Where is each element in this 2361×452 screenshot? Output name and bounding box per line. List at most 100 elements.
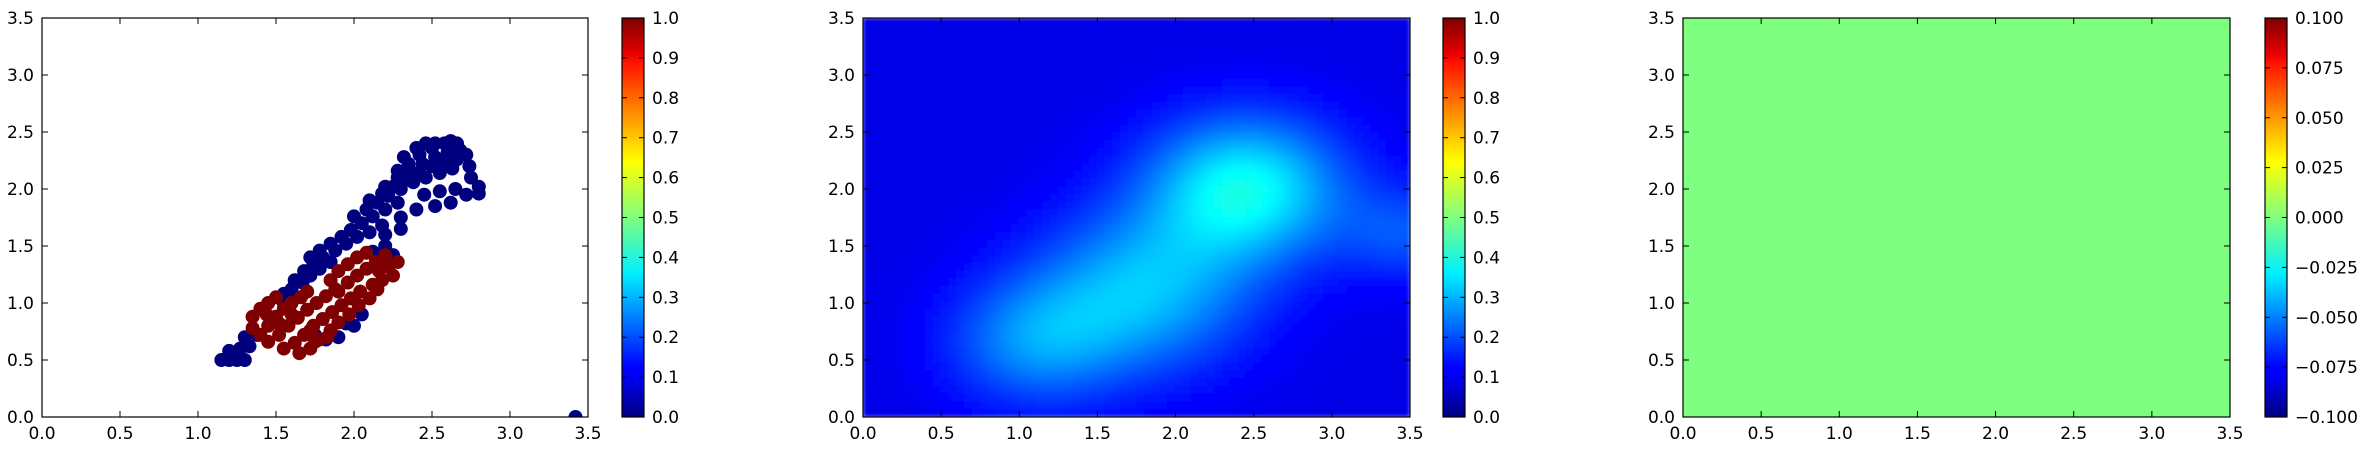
- scatter-point-low-23: [297, 264, 312, 279]
- colorbar-tick-label: 0.3: [652, 288, 679, 308]
- scatter-point-low-80: [417, 187, 432, 202]
- colorbar-tick-label: 0.6: [1473, 169, 1500, 189]
- y-tick-label: 1.0: [828, 294, 855, 314]
- scatter-point-low-32: [312, 243, 327, 258]
- scatter-point-high-46: [331, 264, 346, 279]
- x-tick-label: 3.5: [1396, 424, 1423, 444]
- y-tick-label: 1.5: [7, 237, 34, 257]
- x-tick-label: 3.5: [574, 424, 601, 444]
- plot-background: [42, 18, 588, 417]
- scatter-point-high-16: [309, 296, 324, 310]
- heatmap-cells: [863, 18, 1410, 417]
- scatter-point-low-82: [448, 182, 463, 196]
- colorbar-tick-label: 0.025: [2295, 159, 2344, 179]
- scatter-point-low-75: [396, 150, 411, 165]
- y-tick-label: 1.0: [1648, 294, 1675, 314]
- y-tick-label: 3.5: [7, 9, 34, 29]
- x-tick-label: 2.5: [1240, 424, 1267, 444]
- scatter-point-high-60: [303, 323, 318, 338]
- colorbar-tick-label: 1.0: [1473, 9, 1500, 29]
- y-tick-label: 0.0: [1648, 408, 1675, 428]
- scatter-point-high-35: [362, 291, 377, 306]
- plot-area: [863, 18, 1410, 417]
- scatter-point-low-86: [409, 202, 424, 217]
- x-tick-label: 1.0: [1826, 424, 1853, 444]
- scatter-point-low-33: [323, 236, 338, 251]
- colorbar-tick-label: 0.000: [2295, 209, 2344, 229]
- x-tick-label: 1.5: [262, 424, 289, 444]
- colorbar-tick-label: 0.2: [1473, 328, 1500, 348]
- scatter-point-low-83: [459, 187, 474, 202]
- y-tick-label: 2.0: [7, 180, 34, 200]
- scatter-point-high-24: [325, 305, 340, 320]
- x-tick-label: 0.0: [28, 424, 55, 444]
- y-tick-label: 2.0: [1648, 180, 1675, 200]
- y-tick-label: 3.0: [7, 66, 34, 86]
- y-tick-label: 3.5: [828, 9, 855, 29]
- colorbar-tick-label: −0.050: [2295, 308, 2358, 328]
- x-tick-label: 3.0: [496, 424, 523, 444]
- scatter-point-low-58: [378, 179, 393, 194]
- scatter-point-low-79: [443, 134, 458, 149]
- colorbar-tick-label: 0.5: [652, 209, 679, 229]
- colorbar-tick-label: 0.1: [652, 368, 679, 388]
- scatter-point-low-35: [343, 223, 358, 237]
- x-tick-label: 2.0: [1982, 424, 2009, 444]
- heatmap-fill: [1683, 18, 2230, 417]
- scatter-point-low-68: [390, 163, 405, 178]
- scatter-point-high-40: [340, 275, 355, 290]
- scatter-point-low-81: [432, 184, 447, 199]
- scatter-point-low-22: [287, 273, 302, 288]
- axes-frame: [862, 17, 1411, 418]
- scatter-point-high-45: [323, 273, 338, 288]
- y-tick-label: 3.5: [1648, 9, 1675, 29]
- scatter-point-low-31: [303, 250, 318, 265]
- scatter-point-low-40: [347, 209, 361, 224]
- scatter-point-high-55: [365, 277, 380, 292]
- x-tick-label: 1.0: [1006, 424, 1033, 444]
- y-tick-label: 1.0: [7, 294, 34, 314]
- scatter-point-high-59: [259, 307, 274, 322]
- scatter-point-low-29: [362, 225, 377, 240]
- scatter-point-low-74: [459, 147, 474, 162]
- x-tick-label: 1.5: [1084, 424, 1111, 444]
- scatter-point-low-78: [428, 136, 443, 151]
- x-tick-label: 0.5: [928, 424, 955, 444]
- scatter-point-high-25: [334, 298, 349, 313]
- plot-area: [1683, 18, 2230, 417]
- scatter-point-high-32: [331, 315, 346, 330]
- colorbar-tick-label: 0.1: [1473, 368, 1500, 388]
- scatter-point-high-39: [331, 284, 346, 299]
- colorbar-tick-label: 0.3: [1473, 288, 1500, 308]
- colorbar-tick-label: 0.100: [2295, 9, 2344, 29]
- y-tick-label: 0.0: [828, 408, 855, 428]
- colorbar-tick-label: 0.8: [652, 89, 679, 109]
- scatter-point-low-95: [568, 410, 583, 417]
- colorbar-tick-label: 0.8: [1473, 89, 1500, 109]
- colorbar-tick-label: 0.9: [652, 49, 679, 69]
- y-tick-label: 3.0: [1648, 66, 1675, 86]
- y-tick-label: 2.5: [828, 123, 855, 143]
- scatter-point-high-49: [359, 245, 374, 260]
- scatter-point-high-44: [378, 248, 393, 263]
- colorbar-tick-label: 0.075: [2295, 59, 2344, 79]
- colorbar-tick-label: 0.7: [652, 129, 679, 149]
- x-tick-label: 0.0: [849, 424, 876, 444]
- colorbar-tick-label: 0.4: [1473, 248, 1500, 268]
- chart-panel-2: 0.0 0.5 1.0 1.5 2.0 2.5 3.0 3.5 0.0 0.5 1.0 1.5 2.0 2…: [828, 9, 1500, 444]
- x-tick-label: 2.5: [2060, 424, 2087, 444]
- y-tick-label: 0.5: [1648, 351, 1675, 371]
- x-tick-label: 1.5: [1904, 424, 1931, 444]
- scatter-point-high-15: [300, 302, 315, 317]
- scatter-point-high-34: [351, 298, 366, 313]
- x-tick-label: 3.0: [1318, 424, 1345, 444]
- colorbar-tick-label: 1.0: [652, 9, 679, 29]
- colorbar-tick-label: −0.075: [2295, 358, 2358, 378]
- scatter-point-high-38: [320, 330, 335, 345]
- x-tick-label: 2.0: [1162, 424, 1189, 444]
- y-tick-label: 2.0: [828, 180, 855, 200]
- scatter-point-high-56: [284, 307, 299, 322]
- scatter-point-high-23: [315, 312, 330, 326]
- colorbar-tick-label: 0.9: [1473, 49, 1500, 69]
- x-tick-label: 3.5: [2216, 424, 2243, 444]
